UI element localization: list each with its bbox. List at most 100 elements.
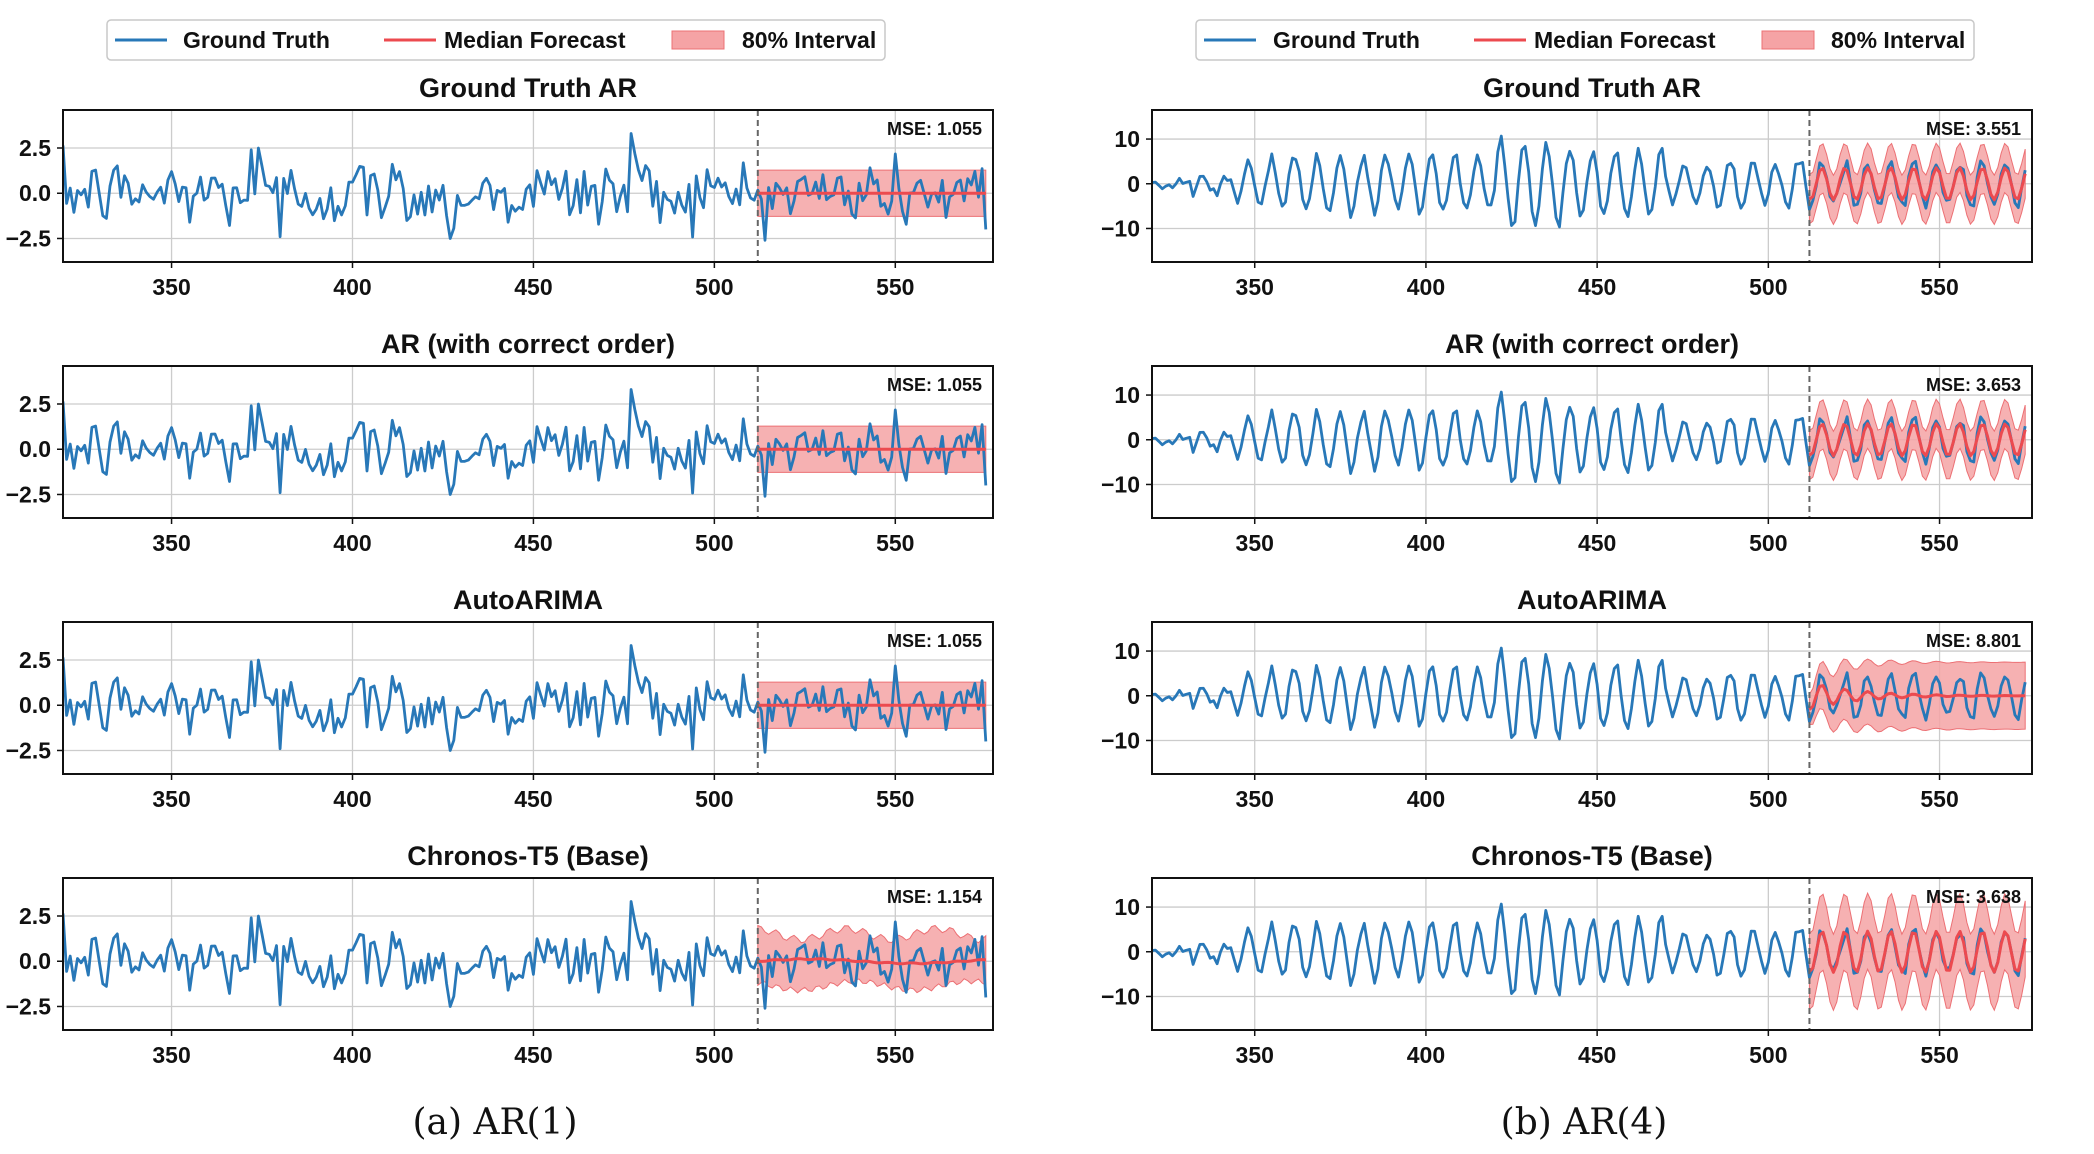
x-tick-label: 500 — [1749, 786, 1787, 812]
caption-b: (b) AR(4) — [1501, 1102, 1668, 1143]
axes-frame — [1151, 877, 2033, 1031]
x-tick-label: 400 — [1407, 274, 1445, 300]
x-tick-label: 500 — [695, 786, 733, 812]
mse-label: MSE: 1.154 — [887, 887, 982, 907]
y-tick-label: 0.0 — [19, 180, 51, 206]
y-tick-label: 10 — [1114, 126, 1140, 152]
ground-truth-line — [1152, 134, 2027, 229]
panel-a-3: 350 400 450 500 550 2.5 0.0 −2.5 Chronos-T5 (Bas… — [6, 841, 994, 1068]
ground-truth-line — [1152, 390, 2027, 485]
axes-frame — [62, 109, 994, 263]
y-tick-label: 2.5 — [19, 391, 51, 417]
legend-b: Ground Truth Median Forecast 80% Interva… — [1195, 19, 1975, 61]
panel-title: AR (with correct order) — [381, 329, 675, 359]
x-tick-label: 550 — [1920, 786, 1958, 812]
legend-a: Ground Truth Median Forecast 80% Interva… — [106, 19, 886, 61]
axes-frame — [1151, 109, 2033, 263]
panel-title: Chronos-T5 (Base) — [407, 841, 649, 871]
y-tick-label: −2.5 — [6, 737, 52, 763]
mse-label: MSE: 1.055 — [887, 631, 982, 651]
axes-frame — [62, 621, 994, 775]
y-tick-label: −2.5 — [6, 481, 52, 507]
axes-frame — [62, 877, 994, 1031]
panel-title: Chronos-T5 (Base) — [1471, 841, 1713, 871]
x-tick-label: 350 — [152, 274, 190, 300]
x-tick-label: 400 — [1407, 530, 1445, 556]
x-tick-label: 450 — [514, 530, 552, 556]
legend-b-interval-swatch — [1761, 30, 1815, 50]
x-tick-label: 350 — [152, 530, 190, 556]
panel-a-0: 350 400 450 500 550 2.5 0.0 −2.5 Ground Truth AR… — [6, 73, 994, 300]
panel-title: Ground Truth AR — [419, 73, 637, 103]
panel-b-0: 350 400 450 500 550 10 0 −10 Ground Truth AR MSE:… — [1101, 73, 2033, 300]
mse-label: MSE: 1.055 — [887, 375, 982, 395]
x-tick-label: 500 — [695, 530, 733, 556]
ground-truth-line — [63, 644, 988, 754]
y-tick-label: 0.0 — [19, 948, 51, 974]
x-tick-label: 550 — [876, 1042, 914, 1068]
x-tick-label: 400 — [333, 274, 371, 300]
x-tick-label: 400 — [333, 1042, 371, 1068]
panel-title: AutoARIMA — [1517, 585, 1667, 615]
interval-band — [1808, 398, 2026, 482]
x-tick-label: 400 — [333, 786, 371, 812]
x-tick-label: 400 — [333, 530, 371, 556]
y-tick-label: 10 — [1114, 638, 1140, 664]
x-tick-label: 400 — [1407, 1042, 1445, 1068]
median-forecast-line — [1808, 166, 2027, 202]
y-tick-label: −10 — [1101, 727, 1140, 753]
axes-frame — [1151, 621, 2033, 775]
panel-title: AutoARIMA — [453, 585, 603, 615]
ground-truth-line — [63, 132, 988, 242]
legend-a-interval-swatch — [671, 30, 725, 50]
mse-label: MSE: 3.551 — [1926, 119, 2021, 139]
y-tick-label: 0 — [1127, 427, 1140, 453]
panel-a-2: 350 400 450 500 550 2.5 0.0 −2.5 AutoARIMA MSE: 1… — [6, 585, 994, 812]
y-tick-label: −2.5 — [6, 993, 52, 1019]
y-tick-label: 2.5 — [19, 903, 51, 929]
x-tick-label: 550 — [876, 786, 914, 812]
y-tick-label: 2.5 — [19, 135, 51, 161]
x-tick-label: 500 — [695, 274, 733, 300]
ground-truth-line — [63, 388, 988, 498]
panel-title: AR (with correct order) — [1445, 329, 1739, 359]
x-tick-label: 450 — [1578, 1042, 1616, 1068]
x-tick-label: 350 — [1236, 274, 1274, 300]
x-tick-label: 350 — [1236, 530, 1274, 556]
interval-band — [1808, 891, 2026, 1012]
x-tick-label: 400 — [1407, 786, 1445, 812]
y-tick-label: −10 — [1101, 215, 1140, 241]
ground-truth-line — [1152, 646, 2027, 741]
caption-a: (a) AR(1) — [412, 1102, 577, 1143]
median-forecast-line — [1808, 684, 2026, 711]
ground-truth-line — [63, 900, 988, 1010]
y-tick-label: 0 — [1127, 171, 1140, 197]
mse-label: MSE: 3.653 — [1926, 375, 2021, 395]
x-tick-label: 350 — [152, 786, 190, 812]
x-tick-label: 450 — [1578, 274, 1616, 300]
y-tick-label: 0.0 — [19, 692, 51, 718]
y-tick-label: −2.5 — [6, 225, 52, 251]
y-tick-label: 2.5 — [19, 647, 51, 673]
x-tick-label: 450 — [514, 786, 552, 812]
x-tick-label: 500 — [1749, 1042, 1787, 1068]
legend-b-ground-truth: Ground Truth — [1273, 27, 1420, 53]
y-tick-label: 0.0 — [19, 436, 51, 462]
legend-b-interval: 80% Interval — [1831, 27, 1965, 53]
x-tick-label: 500 — [1749, 274, 1787, 300]
y-tick-label: 10 — [1114, 894, 1140, 920]
legend-b-median: Median Forecast — [1534, 27, 1716, 53]
legend-a-interval: 80% Interval — [742, 27, 876, 53]
axes-frame — [1151, 365, 2033, 519]
x-tick-label: 450 — [1578, 530, 1616, 556]
mse-label: MSE: 3.638 — [1926, 887, 2021, 907]
median-forecast-line — [1808, 422, 2027, 458]
panel-b-3: 350 400 450 500 550 10 0 −10 Chronos-T5 (Base) MS… — [1101, 841, 2033, 1068]
legend-a-median: Median Forecast — [444, 27, 626, 53]
x-tick-label: 350 — [1236, 1042, 1274, 1068]
x-tick-label: 550 — [876, 274, 914, 300]
y-tick-label: 0 — [1127, 683, 1140, 709]
legend-a-frame — [106, 19, 886, 61]
y-tick-label: 0 — [1127, 939, 1140, 965]
